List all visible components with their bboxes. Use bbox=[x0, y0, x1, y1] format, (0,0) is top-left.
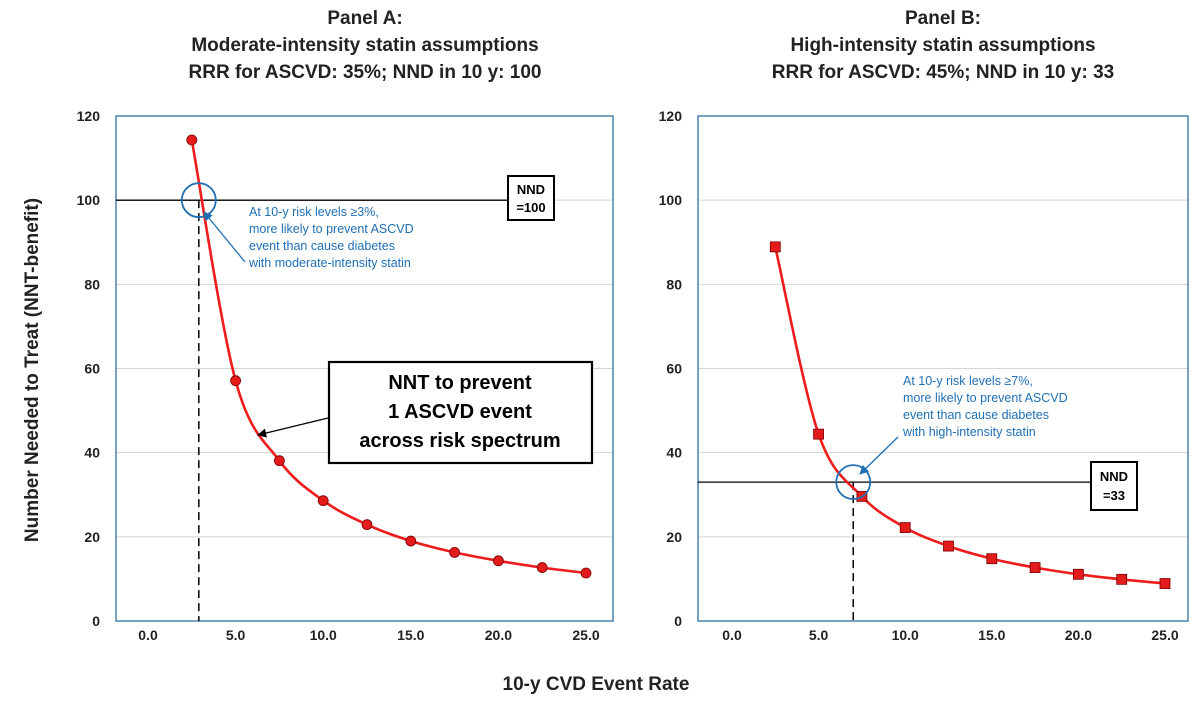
panel-b-data-point bbox=[986, 553, 998, 565]
panel-a-data-point bbox=[536, 562, 548, 573]
panel-a-callout: At 10-y risk levels ≥3%, more likely to … bbox=[248, 205, 414, 270]
panel-a-title-line-1: Panel A: bbox=[327, 8, 402, 29]
panel-b-data-point bbox=[813, 428, 824, 440]
panel-a-data-point bbox=[317, 495, 329, 507]
panel-b-nnd-label-line-2: =33 bbox=[1103, 488, 1125, 503]
panel-b-gridlines bbox=[698, 199, 1188, 538]
panel-b-data-point bbox=[943, 540, 954, 552]
panel-b-data-point bbox=[769, 241, 781, 253]
panel-a-y-tick-label: 40 bbox=[84, 445, 100, 461]
panel-b-title: Panel B: High-intensity statin assumptio… bbox=[772, 8, 1114, 83]
x-axis-title: 10-y CVD Event Rate bbox=[503, 674, 690, 695]
panel-a-nnd-box bbox=[507, 175, 555, 221]
panel-a-callout-line-3: event than cause diabetes bbox=[249, 239, 395, 253]
panel-b-data-point bbox=[1029, 562, 1041, 573]
panel-a-callout-line-1: At 10-y risk levels ≥3%, bbox=[249, 205, 379, 219]
panel-b-callout-line-1: At 10-y risk levels ≥7%, bbox=[903, 374, 1033, 388]
panel-a-x-tick-label: 25.0 bbox=[572, 627, 599, 643]
panel-b-data-points bbox=[769, 241, 1171, 589]
panel-b-data-point bbox=[1159, 578, 1171, 589]
panel-a-callout-line-4: with moderate-intensity statin bbox=[248, 256, 411, 270]
panel-b-y-tick-label: 100 bbox=[659, 192, 683, 208]
panel-a-box-line-3: across risk spectrum bbox=[359, 430, 560, 452]
panel-b-data-point bbox=[899, 522, 911, 533]
panel-a-x-tick-label: 10.0 bbox=[310, 627, 337, 643]
panel-a-box-line-1: NNT to prevent bbox=[388, 372, 532, 394]
panel-b-y-tick-label: 60 bbox=[666, 361, 682, 377]
panel-a-y-tick-label: 20 bbox=[84, 529, 100, 545]
panel-a-data-point bbox=[186, 134, 198, 146]
panel-a-data-point bbox=[273, 455, 285, 467]
panel-b-y-tick-label: 120 bbox=[659, 108, 683, 124]
panel-b-x-tick-label: 0.0 bbox=[722, 627, 742, 643]
panel-a-crossover-circle bbox=[180, 182, 217, 219]
panel-a-data-point bbox=[449, 547, 461, 558]
panel-b-nnd-label: NND =33 bbox=[1090, 461, 1138, 511]
panel-a-plot-area bbox=[115, 115, 614, 622]
panel-b-y-ticks: 0 20 40 60 80 100 120 bbox=[659, 108, 683, 629]
panel-b-y-tick-label: 40 bbox=[666, 445, 682, 461]
panel-a-y-tick-label: 0 bbox=[92, 613, 100, 629]
panel-a-x-tick-label: 20.0 bbox=[485, 627, 512, 643]
panel-a-data-point bbox=[361, 519, 373, 531]
panel-a-x-tick-label: 5.0 bbox=[226, 627, 246, 643]
panel-b-callout-arrow bbox=[859, 436, 899, 475]
panel-b-x-tick-label: 15.0 bbox=[978, 627, 1005, 643]
panel-b-crossover-circle bbox=[835, 464, 872, 501]
panel-b-x-ticks: 0.0 5.0 10.0 15.0 20.0 25.0 bbox=[722, 627, 1179, 643]
panel-b-x-tick-label: 10.0 bbox=[892, 627, 919, 643]
panel-b-callout-line-3: event than cause diabetes bbox=[903, 408, 1049, 422]
panel-a-title: Panel A: Moderate-intensity statin assum… bbox=[189, 8, 542, 83]
panel-a-data-points bbox=[186, 134, 592, 579]
panel-a-y-ticks: 0 20 40 60 80 100 120 bbox=[77, 108, 101, 629]
panel-a-x-tick-label: 15.0 bbox=[397, 627, 424, 643]
panel-a-nnd-label-line-2: =100 bbox=[516, 200, 545, 215]
panel-a-y-tick-label: 60 bbox=[84, 361, 100, 377]
panel-a-x-tick-label: 0.0 bbox=[138, 627, 158, 643]
panel-b-x-tick-label: 25.0 bbox=[1151, 627, 1178, 643]
panel-a-y-tick-label: 100 bbox=[77, 192, 101, 208]
panel-b-data-point bbox=[1116, 573, 1128, 585]
panel-b-callout: At 10-y risk levels ≥7%, more likely to … bbox=[902, 374, 1068, 439]
panel-a-box-arrow bbox=[257, 417, 329, 438]
panel-b-title-line-3: RRR for ASCVD: 45%; NND in 10 y: 33 bbox=[772, 62, 1114, 83]
panel-b-y-tick-label: 80 bbox=[666, 276, 682, 292]
panel-b-title-line-1: Panel B: bbox=[905, 8, 981, 29]
panel-b-data-point bbox=[1073, 568, 1084, 580]
panel-a-data-point bbox=[230, 375, 242, 387]
panel-a: Panel A: Moderate-intensity statin assum… bbox=[77, 8, 614, 643]
panel-a-y-tick-label: 80 bbox=[84, 276, 100, 292]
panel-a-box-line-2: 1 ASCVD event bbox=[388, 401, 532, 423]
panel-b-x-tick-label: 20.0 bbox=[1065, 627, 1092, 643]
panel-a-title-line-2: Moderate-intensity statin assumptions bbox=[191, 35, 538, 56]
panel-a-callout-arrow bbox=[203, 211, 246, 263]
panel-a-y-tick-label: 120 bbox=[77, 108, 101, 124]
panel-b-x-tick-label: 5.0 bbox=[809, 627, 829, 643]
panel-a-box-annotation: NNT to prevent 1 ASCVD event across risk… bbox=[327, 360, 594, 465]
panel-a-callout-line-2: more likely to prevent ASCVD bbox=[249, 222, 414, 236]
panel-a-data-point bbox=[492, 555, 504, 567]
panel-a-data-point bbox=[580, 567, 592, 579]
panel-b-nnd-label-line-1: NND bbox=[1100, 469, 1128, 484]
panel-a-nnd-label: NND =100 bbox=[507, 175, 555, 221]
panel-b-nnd-box bbox=[1090, 461, 1138, 511]
panel-a-data-point bbox=[405, 535, 417, 547]
panel-a-x-ticks: 0.0 5.0 10.0 15.0 20.0 25.0 bbox=[138, 627, 600, 643]
panel-b-y-tick-label: 0 bbox=[674, 613, 682, 629]
panel-b-plot-area bbox=[697, 115, 1189, 622]
panel-b-y-tick-label: 20 bbox=[666, 529, 682, 545]
panel-b: Panel B: High-intensity statin assumptio… bbox=[659, 8, 1189, 643]
y-axis-title: Number Needed to Treat (NNT-benefit) bbox=[22, 198, 43, 542]
panel-a-nnd-label-line-1: NND bbox=[517, 182, 545, 197]
panel-b-callout-line-2: more likely to prevent ASCVD bbox=[903, 391, 1068, 405]
panel-b-title-line-2: High-intensity statin assumptions bbox=[790, 35, 1095, 56]
panel-a-title-line-3: RRR for ASCVD: 35%; NND in 10 y: 100 bbox=[189, 62, 542, 83]
panel-b-callout-line-4: with high-intensity statin bbox=[902, 425, 1036, 439]
panel-a-annotation-box bbox=[327, 360, 594, 465]
